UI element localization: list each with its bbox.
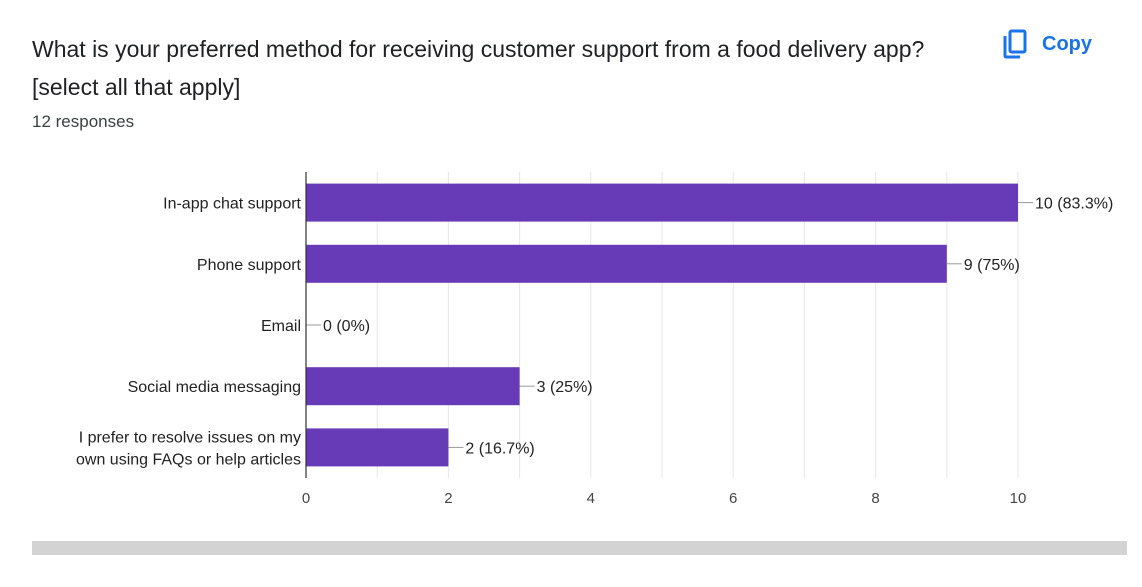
x-tick-label: 10 [1010,490,1027,507]
data-label: 10 (83.3%) [1035,196,1113,213]
copy-label: Copy [1042,32,1092,55]
category-label: Phone support [197,257,302,274]
x-tick-label: 4 [587,490,595,507]
data-label: 2 (16.7%) [465,440,534,457]
bar [306,244,947,283]
copy-button[interactable]: Copy [1002,24,1120,64]
bar [306,428,449,467]
category-label: In-app chat support [163,196,301,213]
data-label: 0 (0%) [323,318,370,335]
response-count: 12 responses [32,112,135,131]
bar [306,183,1018,222]
data-label: 3 (25%) [537,379,593,396]
x-tick-label: 8 [871,490,879,507]
category-label: Social media messaging [128,379,301,396]
category-label: Email [261,318,301,335]
x-tick-label: 0 [302,490,310,507]
x-tick-label: 2 [444,490,452,507]
category-label: I prefer to resolve issues on my [79,429,301,446]
horizontal-scrollbar[interactable] [32,541,1127,555]
question-title: What is your preferred method for receiv… [32,36,925,100]
bar [306,367,520,406]
category-label: own using FAQs or help articles [76,451,301,468]
copy-icon [1002,29,1028,59]
x-tick-label: 6 [729,490,737,507]
data-label: 9 (75%) [964,257,1020,274]
